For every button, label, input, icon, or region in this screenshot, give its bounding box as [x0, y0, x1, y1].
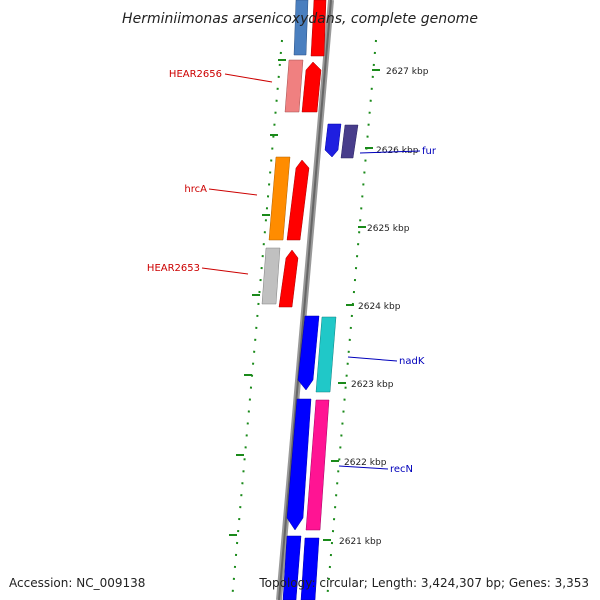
outer-dotted-line-left: [231, 39, 283, 600]
gene-blue-2[interactable]: [286, 398, 312, 531]
kbp-label-2624: 2624 kbp: [358, 302, 401, 312]
gene-top-left-blue[interactable]: [293, 0, 309, 56]
leader-nadk: [347, 356, 398, 362]
gene-nadk[interactable]: [315, 316, 337, 393]
kbp-label-2623: 2623 kbp: [351, 380, 394, 390]
label-hrca: hrcA: [184, 184, 207, 195]
gene-blue-1[interactable]: [297, 315, 320, 391]
leader-hrca: [208, 188, 258, 196]
gene-hear2656[interactable]: [284, 59, 304, 113]
label-recn: recN: [390, 464, 413, 475]
gene-bottom-blue-1[interactable]: [282, 535, 302, 600]
gene-navy-fur-left[interactable]: [324, 123, 342, 158]
gene-top-right-red[interactable]: [310, 0, 327, 57]
major-ticks-right: [323, 69, 380, 541]
outer-tick-track-left: [231, 39, 283, 600]
map-title: Herminiimonas arsenicoxydans, complete g…: [122, 11, 478, 27]
label-leader-lines: [201, 73, 421, 470]
kbp-label-2625: 2625 kbp: [367, 224, 410, 234]
gene-hrca[interactable]: [268, 156, 291, 241]
accession-text: Accession: NC_009138: [9, 576, 145, 590]
leader-hear2656: [224, 73, 273, 83]
genome-backbone-core: [278, 0, 332, 600]
kbp-label-2621: 2621 kbp: [339, 537, 382, 547]
label-nadk: nadK: [399, 356, 425, 367]
gene-recn[interactable]: [305, 399, 330, 531]
gene-red-1[interactable]: [301, 61, 322, 113]
kbp-label-2622: 2622 kbp: [344, 458, 387, 468]
gene-bottom-blue-2[interactable]: [300, 537, 320, 600]
gene-red-3[interactable]: [278, 249, 299, 308]
label-hear2653: HEAR2653: [147, 263, 200, 274]
gene-red-2[interactable]: [286, 159, 310, 241]
major-ticks-left: [229, 59, 286, 536]
outer-dotted-line-right: [326, 39, 377, 600]
kbp-label-2626: 2626 kbp: [376, 146, 419, 156]
label-fur: fur: [422, 146, 437, 157]
gene-fur[interactable]: [340, 124, 359, 159]
kbp-label-2627: 2627 kbp: [386, 67, 429, 77]
label-hear2656: HEAR2656: [169, 69, 222, 80]
gene-hear2653[interactable]: [261, 247, 281, 305]
leader-recn: [338, 465, 389, 470]
leader-hear2653: [201, 267, 249, 275]
topology-text: Topology: circular; Length: 3,424,307 bp…: [258, 576, 589, 590]
outer-tick-track-right: [326, 39, 377, 600]
leader-fur: [359, 150, 421, 154]
